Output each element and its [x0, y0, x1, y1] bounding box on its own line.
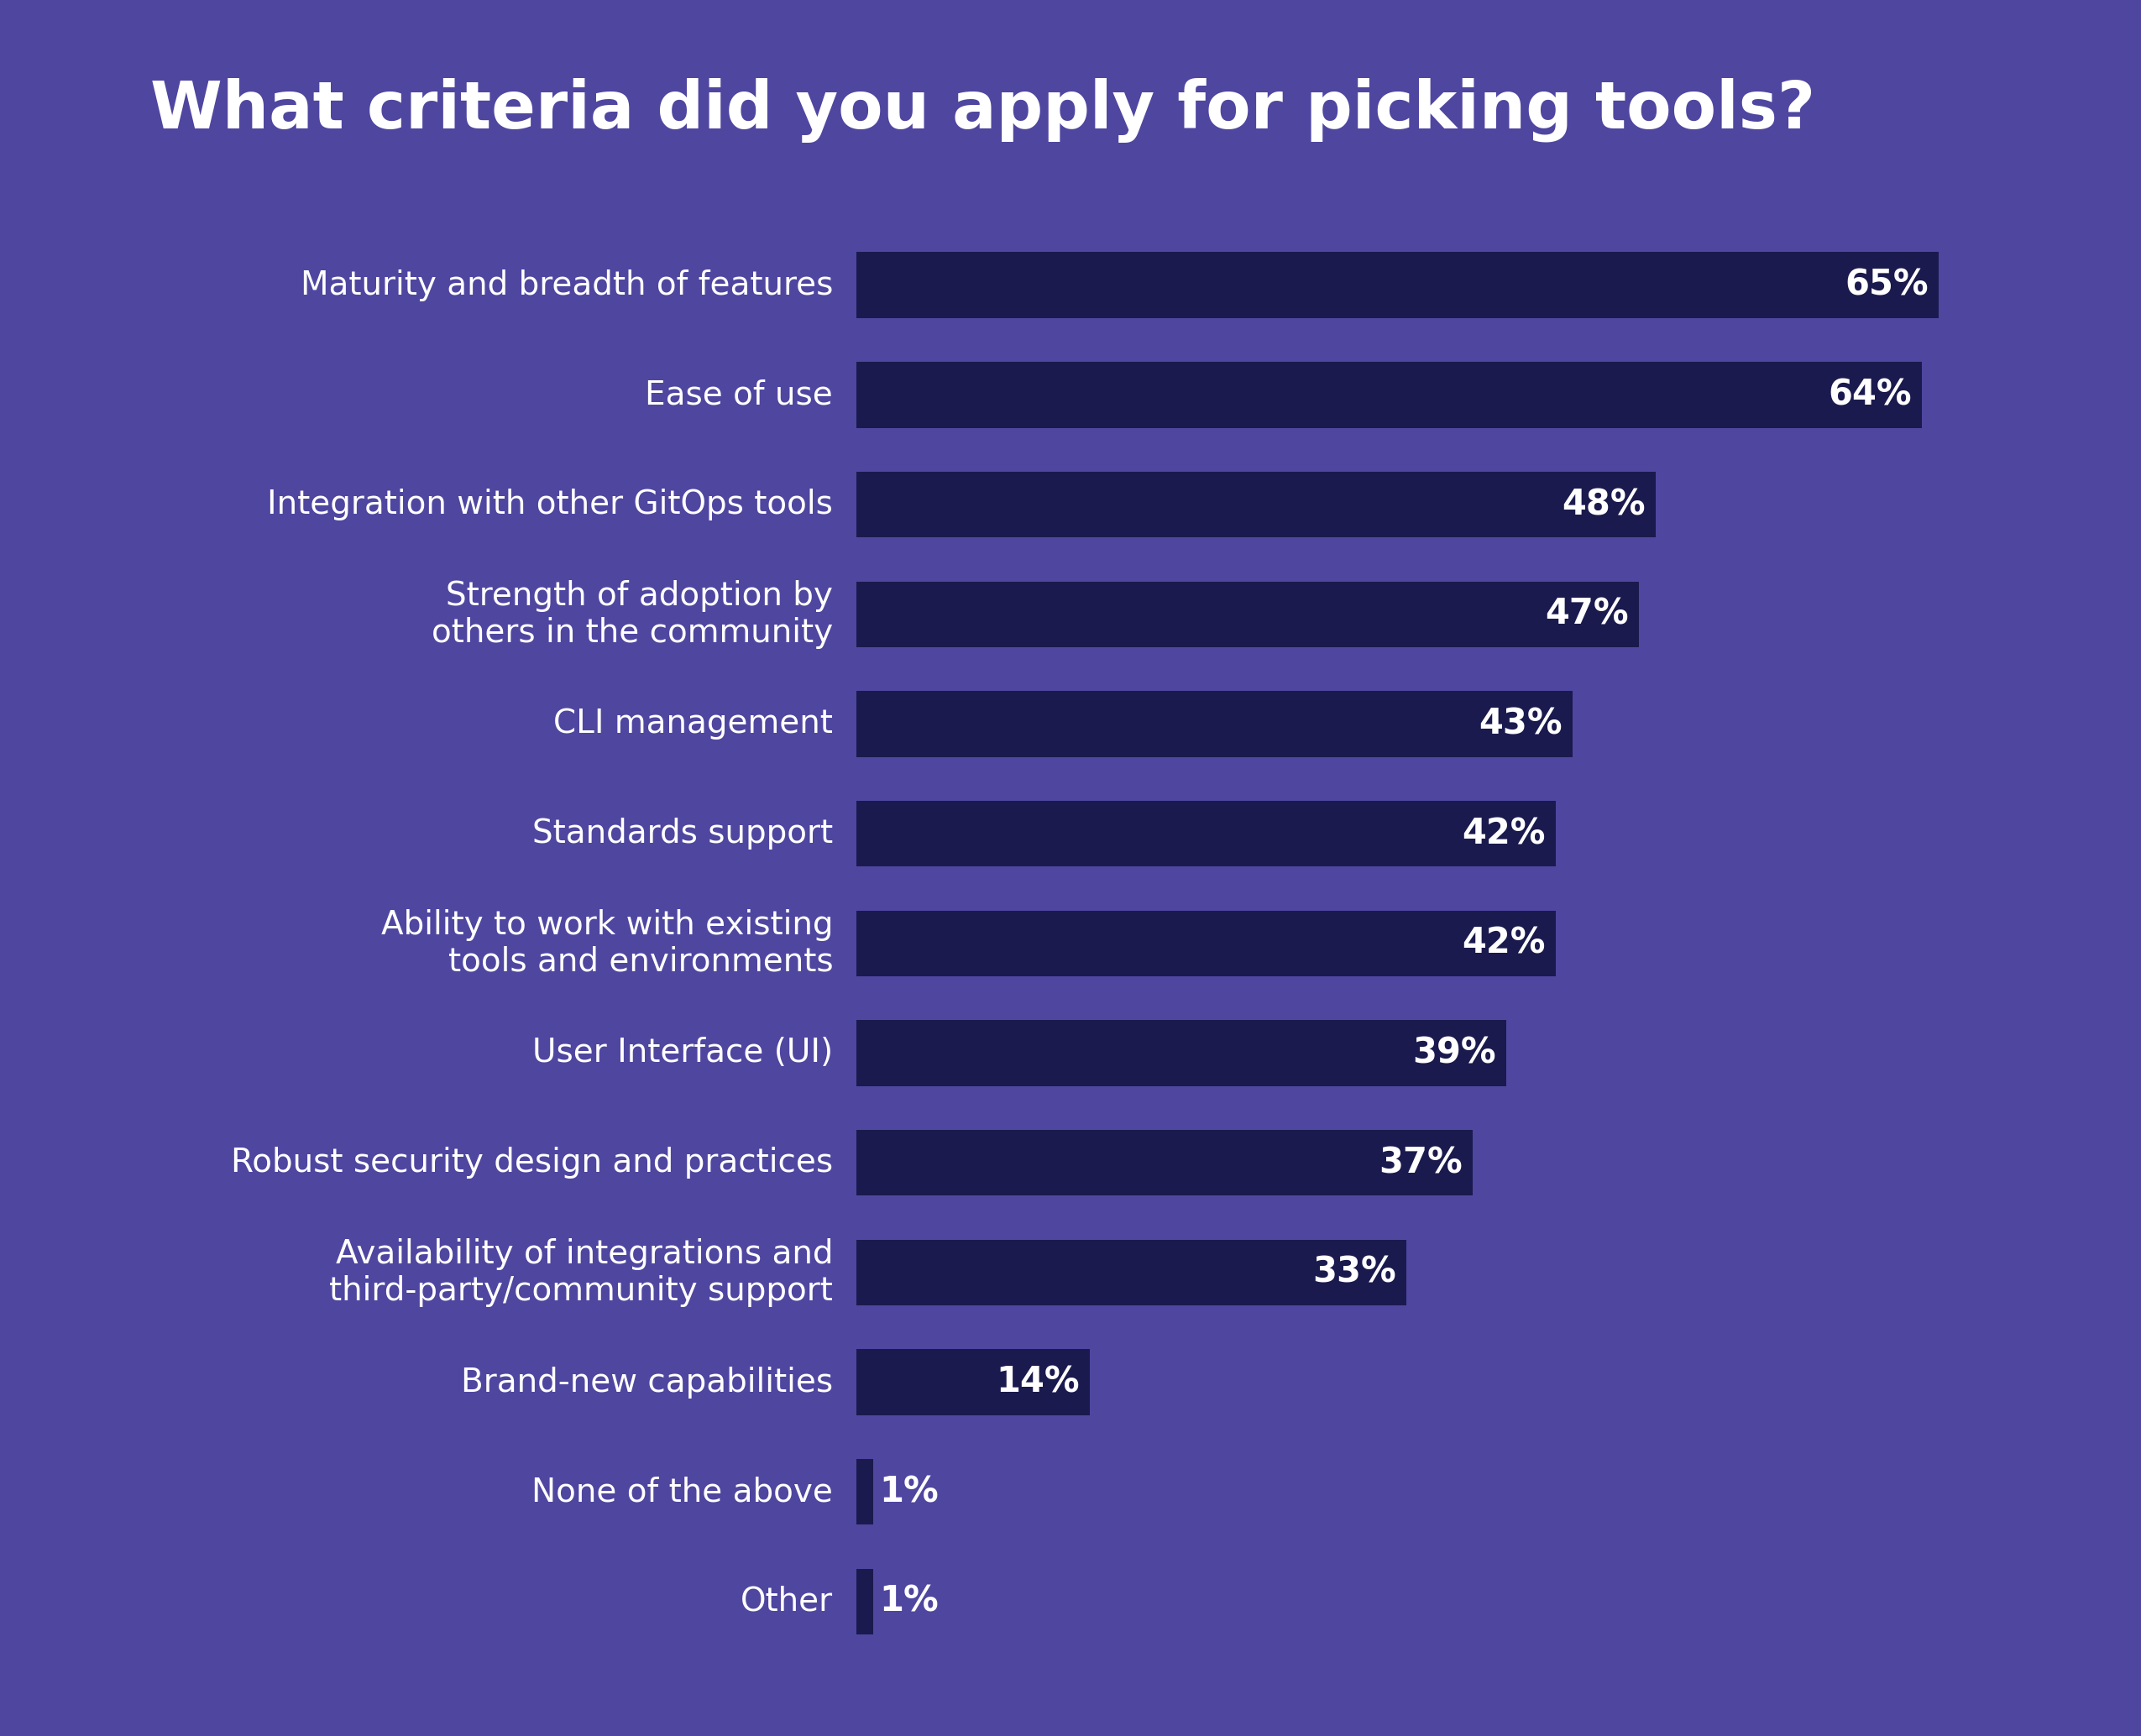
Text: 1%: 1%	[880, 1474, 940, 1510]
Text: 14%: 14%	[996, 1364, 1079, 1399]
Bar	[856, 472, 1655, 538]
Text: 42%: 42%	[1462, 816, 1546, 851]
Text: 42%: 42%	[1462, 925, 1546, 962]
Bar	[856, 1569, 874, 1635]
Bar	[856, 1458, 874, 1524]
Text: 65%: 65%	[1846, 267, 1929, 302]
Text: 33%: 33%	[1312, 1255, 1396, 1290]
Bar	[856, 1021, 1505, 1087]
Bar	[856, 691, 1571, 757]
Text: 1%: 1%	[880, 1583, 940, 1620]
Bar	[856, 1240, 1407, 1305]
Text: 37%: 37%	[1379, 1146, 1462, 1180]
Bar	[856, 582, 1640, 648]
Text: 39%: 39%	[1413, 1035, 1497, 1071]
Bar	[856, 910, 1557, 976]
Text: 47%: 47%	[1546, 597, 1629, 632]
Text: 64%: 64%	[1828, 377, 1912, 413]
Bar	[856, 361, 1923, 427]
Bar	[856, 252, 1940, 318]
Bar	[856, 1349, 1090, 1415]
Text: What criteria did you apply for picking tools?: What criteria did you apply for picking …	[150, 78, 1816, 142]
Bar	[856, 1130, 1473, 1196]
Bar	[856, 800, 1557, 866]
Text: 43%: 43%	[1479, 707, 1563, 741]
Text: 48%: 48%	[1563, 486, 1646, 523]
